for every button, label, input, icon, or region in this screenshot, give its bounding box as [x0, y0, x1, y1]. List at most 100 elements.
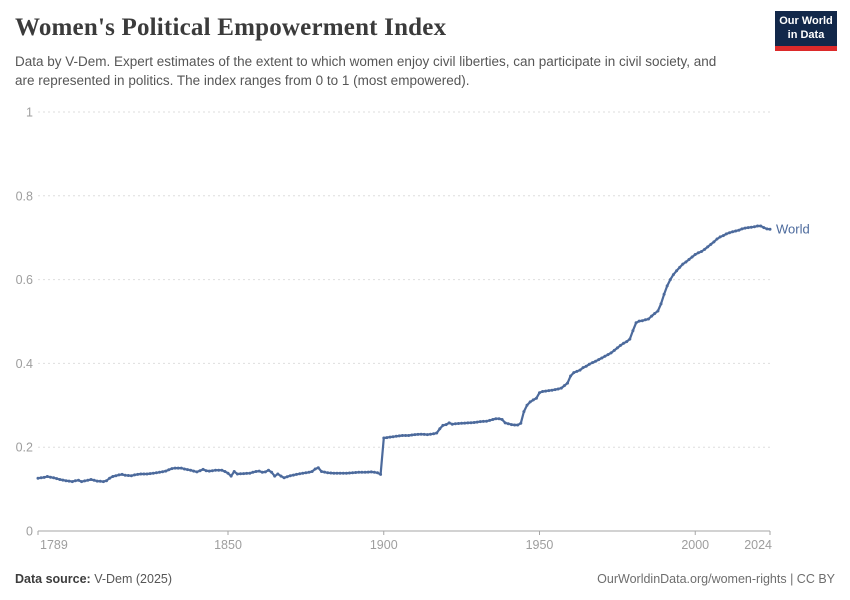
world-line-point — [506, 422, 510, 426]
world-line[interactable] — [36, 224, 772, 483]
world-line-point — [276, 472, 280, 476]
world-line-point — [332, 471, 336, 475]
world-line-point — [210, 469, 214, 473]
world-line-point — [192, 469, 196, 473]
world-line-point — [323, 470, 327, 474]
world-line-point — [404, 434, 408, 437]
world-line-point — [251, 470, 255, 474]
world-line-point — [301, 471, 305, 475]
series-label-world[interactable]: World — [776, 221, 810, 236]
world-line-point — [650, 314, 654, 318]
world-line-point — [634, 321, 638, 325]
world-line-point — [61, 478, 65, 482]
world-line-point — [80, 480, 84, 484]
world-line-point — [497, 417, 501, 421]
world-line-point — [142, 472, 146, 476]
world-line-point — [615, 346, 619, 350]
world-line-point — [248, 471, 252, 475]
world-line-point — [612, 348, 616, 352]
world-line-point — [254, 470, 258, 473]
world-line-point — [136, 472, 140, 476]
world-line-point — [768, 227, 772, 231]
world-line-point — [232, 470, 236, 473]
world-line-point — [662, 292, 666, 296]
world-line-point — [665, 284, 669, 288]
world-line-point — [214, 468, 217, 472]
world-line-point — [129, 474, 133, 478]
world-line-point — [89, 478, 93, 481]
data-source-value[interactable]: V-Dem (2025) — [94, 572, 173, 586]
world-line-point — [444, 423, 448, 427]
world-line-point — [675, 269, 679, 273]
series-world[interactable] — [36, 224, 772, 484]
world-line-point — [235, 472, 239, 476]
world-line-point — [416, 432, 420, 436]
world-line-point — [92, 478, 96, 482]
world-line-point — [70, 480, 74, 484]
world-line-point — [700, 250, 703, 253]
world-line-point — [204, 469, 208, 473]
world-line-point — [366, 470, 370, 474]
world-line-point — [357, 470, 361, 474]
world-line-point — [734, 229, 738, 233]
world-line-point — [513, 423, 517, 427]
world-line-point — [376, 471, 379, 475]
world-line-point — [653, 312, 657, 315]
world-line-point — [603, 354, 607, 358]
world-line-point — [260, 470, 264, 474]
world-line-point — [488, 418, 492, 422]
world-line-point — [503, 421, 507, 425]
world-line-point — [460, 421, 464, 425]
world-line-point — [472, 421, 476, 424]
world-line-point — [619, 343, 622, 347]
world-line-point — [186, 468, 189, 472]
world-line-point — [740, 227, 744, 231]
world-line-point — [242, 472, 246, 476]
y-tick-label-0.2: 0.2 — [16, 441, 33, 455]
world-line-point — [158, 470, 161, 474]
world-line-point — [108, 476, 112, 480]
world-line-point — [481, 419, 485, 423]
world-line-point — [329, 471, 333, 475]
world-line-point — [544, 389, 548, 393]
world-line-point — [239, 472, 242, 476]
owid-link[interactable]: OurWorldinData.org/women-rights | CC BY — [597, 572, 835, 586]
world-line-point — [491, 418, 495, 421]
world-line-point — [307, 470, 311, 474]
owid-logo[interactable]: Our World in Data — [775, 11, 837, 51]
world-line-point — [516, 423, 520, 427]
world-line-point — [715, 237, 719, 241]
world-line-point — [591, 361, 594, 365]
world-line-point — [360, 470, 364, 474]
world-line-point — [647, 317, 650, 321]
world-line-point — [257, 469, 261, 473]
world-line-point — [295, 472, 298, 476]
world-line-point — [413, 433, 417, 437]
chart-subtitle: Data by V-Dem. Expert estimates of the e… — [15, 54, 717, 89]
world-line-point — [173, 466, 177, 470]
world-line-point — [400, 434, 404, 437]
world-line-point — [338, 471, 342, 475]
world-line-point — [223, 470, 227, 473]
world-line-point — [133, 473, 137, 477]
y-tick-label-0: 0 — [26, 525, 33, 539]
world-line-point — [419, 432, 423, 436]
x-tick-label-1850: 1850 — [214, 538, 242, 552]
world-line-point — [117, 473, 121, 477]
owid-logo-line1: Our World — [779, 14, 833, 27]
world-line-point — [58, 478, 62, 481]
world-line-point — [379, 472, 383, 476]
world-line-point — [485, 419, 488, 423]
world-line-point — [687, 258, 691, 261]
world-line-point — [64, 479, 68, 483]
world-line-point — [372, 470, 376, 474]
world-line-point — [397, 434, 401, 438]
world-line-point — [640, 319, 644, 323]
y-tick-label-1: 1 — [26, 106, 33, 120]
world-line-point — [139, 472, 143, 476]
world-line-point — [759, 224, 763, 228]
world-line-point — [363, 470, 367, 474]
world-line-point — [154, 471, 158, 475]
world-line-point — [422, 432, 426, 436]
